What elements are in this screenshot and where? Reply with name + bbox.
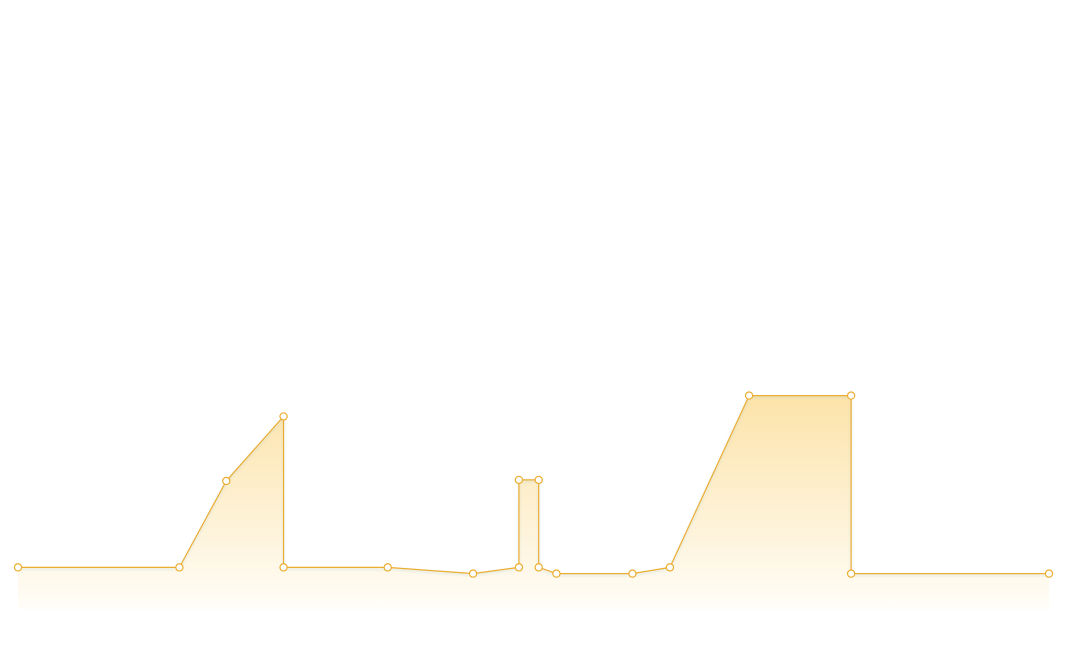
data-point-5	[383, 563, 392, 572]
data-point-11	[552, 569, 561, 578]
data-point-markers	[13, 391, 1054, 578]
data-point-0	[13, 563, 23, 572]
series-area-fill	[18, 395, 1049, 609]
data-point-9	[534, 475, 543, 485]
data-point-6	[468, 569, 478, 578]
data-point-7	[514, 563, 524, 572]
data-point-13	[665, 563, 675, 572]
data-point-15	[846, 391, 856, 400]
data-point-4	[279, 563, 288, 572]
data-point-2	[222, 476, 231, 486]
data-point-17	[1044, 569, 1054, 578]
data-point-10	[534, 563, 543, 572]
data-point-12	[628, 569, 637, 578]
series-line	[17, 394, 1050, 575]
data-point-3	[279, 412, 288, 421]
data-point-8	[514, 475, 524, 485]
data-point-14	[744, 391, 754, 400]
data-point-16	[846, 569, 856, 578]
data-point-1	[175, 563, 184, 572]
